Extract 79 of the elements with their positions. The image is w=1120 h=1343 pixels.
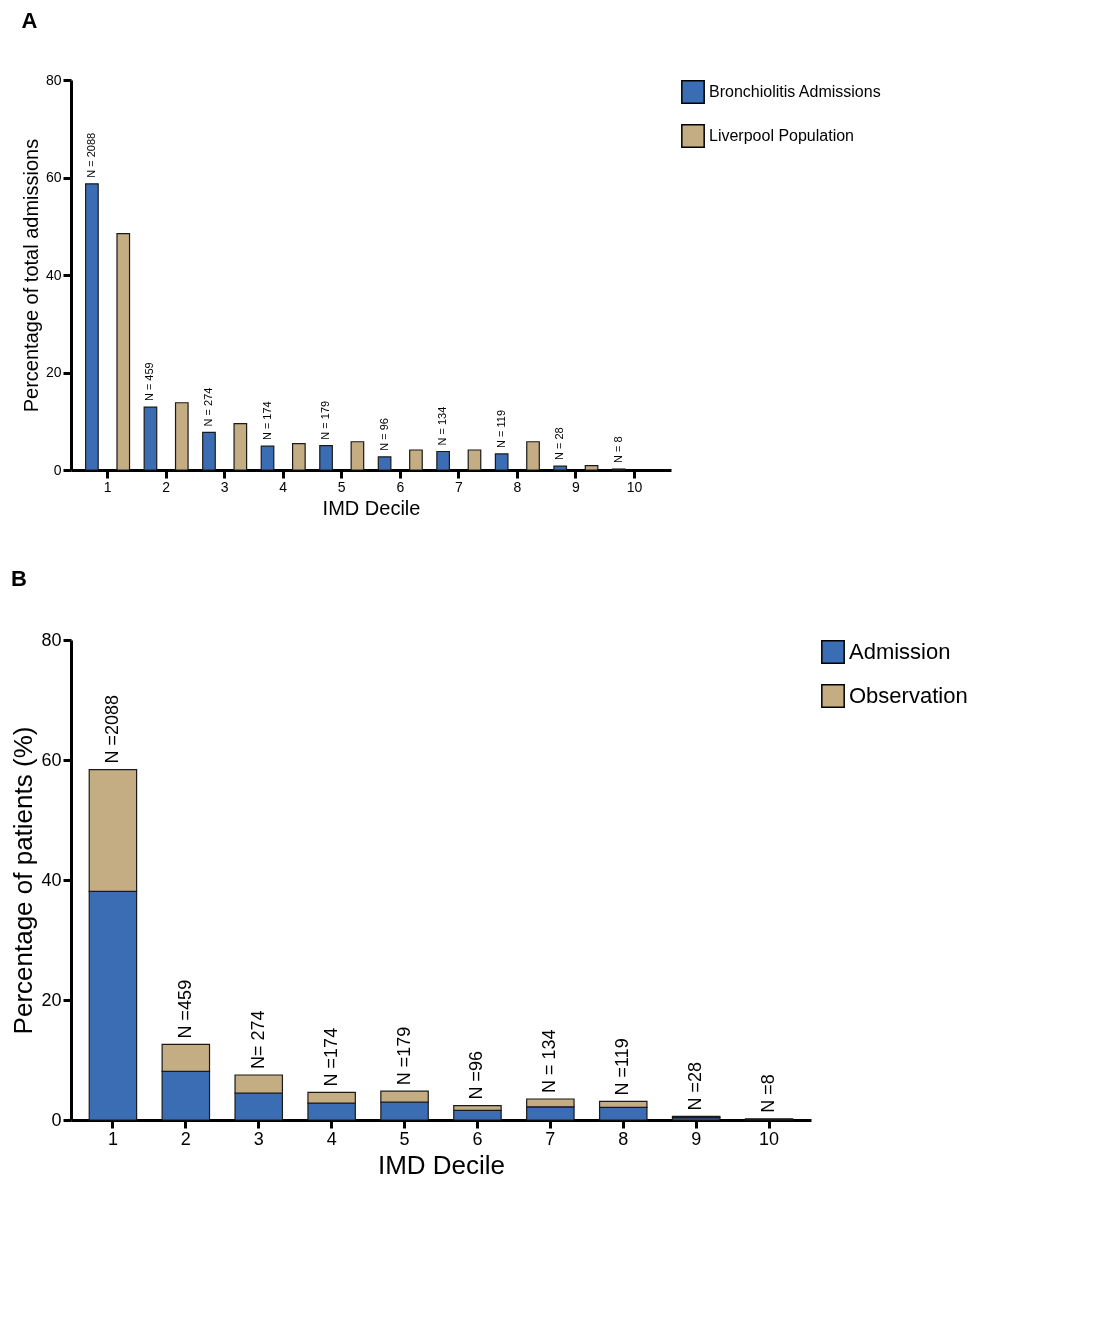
annotation: N =119 [612,1038,633,1096]
x-axis-title: IMD Decile [322,496,421,519]
bar [553,465,568,471]
x-tick-label: 4 [326,1128,337,1149]
legend-label: Bronchiolitis Admissions [709,83,881,100]
x-tick-label: 4 [279,478,288,495]
x-tick-label: 9 [691,1128,702,1149]
bar [467,449,482,471]
x-tick-label: 2 [162,478,171,495]
bar [350,441,365,471]
annotation: N = 28 [553,427,566,461]
y-tick-label: 40 [45,266,62,283]
bar [409,449,423,471]
x-tick-label: 5 [337,478,346,495]
annotation: N =2088 [101,695,122,764]
bar [174,402,189,471]
annotation: N = 119 [494,409,507,448]
legend-label: Admission [849,639,951,664]
annotation: N= 274 [247,1010,268,1069]
x-tick-label: 9 [571,478,580,495]
bar [319,445,333,471]
y-axis-title: Percentage of total admissions [19,138,42,413]
legend-label: Observation [849,683,968,708]
chart-title: B [10,566,27,591]
annotation: N =96 [466,1051,487,1100]
annotation: N =459 [174,979,195,1039]
y-tick-label: 20 [41,989,62,1010]
bar [143,406,158,471]
bar [116,232,131,471]
y-tick-label: 0 [51,1109,62,1130]
annotation: N = 179 [319,400,332,440]
y-tick-label: 80 [41,629,62,650]
annotation: N =174 [320,1027,341,1087]
x-tick-label: 8 [513,478,522,495]
x-tick-label: 1 [103,478,112,495]
bar [85,183,99,471]
y-tick-label: 0 [53,461,62,478]
x-tick-label: 8 [618,1128,629,1149]
y-tick-label: 20 [45,364,62,380]
bar [453,1109,502,1121]
x-tick-label: 6 [472,1128,483,1149]
x-tick-label: 3 [253,1128,264,1149]
x-tick-label: 10 [759,1128,780,1149]
x-tick-label: 10 [626,478,643,495]
x-tick-label: 3 [220,478,229,495]
annotation: N = 274 [201,387,214,427]
bar [292,443,306,471]
x-tick-label: 1 [107,1128,118,1149]
annotation: N =28 [685,1061,706,1111]
bar [494,453,509,471]
x-tick-label: 5 [399,1128,410,1149]
bar [260,445,275,471]
x-tick-label: 2 [180,1128,191,1149]
x-tick-label: 7 [454,478,463,495]
x-axis-title: IMD Decile [377,1149,506,1180]
bar [436,450,450,471]
y-axis-title: Percentage of patients (%) [8,726,39,1035]
x-tick-label: 6 [396,478,405,495]
annotation: N = 2088 [84,132,97,178]
y-tick-label: 80 [45,71,62,88]
bar [377,456,392,471]
bar [526,441,540,471]
y-tick-label: 40 [41,869,62,890]
bar [233,423,248,471]
annotation: N = 174 [260,401,273,441]
annotation: N = 96 [377,418,390,451]
annotation: N =179 [393,1026,414,1086]
annotation: N = 134 [436,406,449,446]
annotation: N = 8 [611,436,624,464]
bar [584,465,599,471]
annotation: N =8 [758,1074,779,1113]
legend-label: Liverpool Population [709,127,854,144]
chart-title: A [21,8,38,33]
x-tick-label: 7 [545,1128,556,1149]
y-tick-label: 60 [41,749,62,770]
y-tick-label: 60 [45,169,62,185]
annotation: N = 134 [539,1029,560,1093]
bar [202,431,216,471]
annotation: N = 459 [143,362,156,402]
